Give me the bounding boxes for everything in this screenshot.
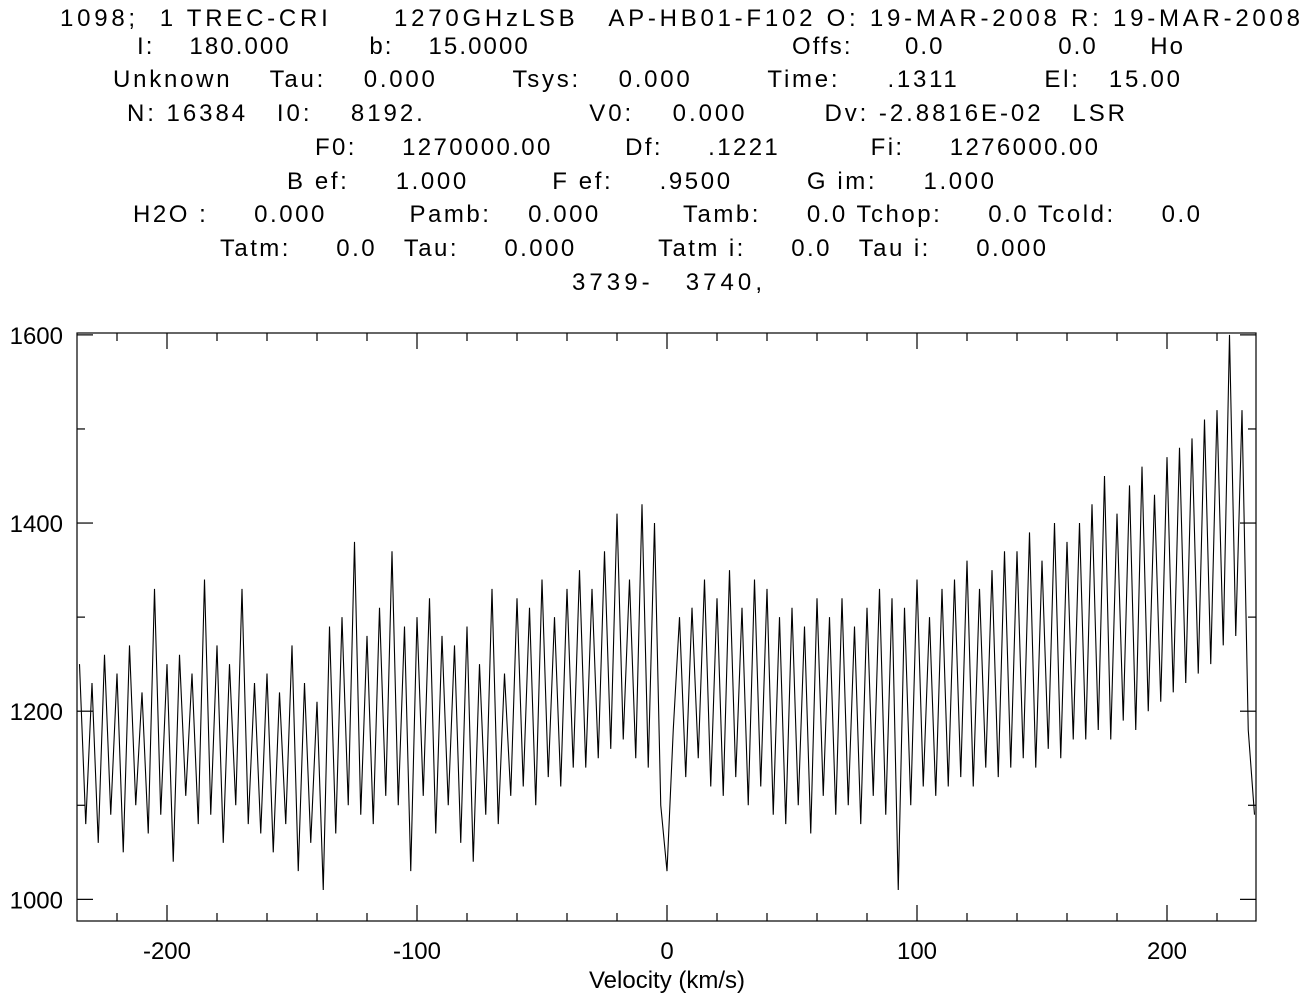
header-line: Unknown Tau: 0.000 Tsys: 0.000 Time: .13… [113,66,1180,93]
y-tick-label: 1200 [10,699,63,726]
x-tick-label: 100 [897,938,937,965]
x-tick-label: 0 [660,938,673,965]
header-line: Tatm: 0.0 Tau: 0.000 Tatm i: 0.0 Tau i: … [220,235,1046,262]
x-tick-label: 200 [1147,938,1187,965]
x-axis-label: Velocity (km/s) [589,967,745,994]
plot-frame [76,332,1257,922]
header-line: F0: 1270000.00 Df: .1221 Fi: 1276000.00 [315,134,1098,161]
y-tick-label: 1400 [10,511,63,538]
x-tick-label: -100 [393,938,441,965]
header-line: B ef: 1.000 F ef: .9500 G im: 1.000 [287,168,994,195]
header-line: 3739- 3740, [572,269,762,296]
y-tick-label: 1000 [10,887,63,914]
header-line: N: 16384 I0: 8192. V0: 0.000 Dv: -2.8816… [127,100,1125,127]
spectrum-line [78,334,1256,890]
header-line: H2O : 0.000 Pamb: 0.000 Tamb: 0.0 Tchop:… [133,201,1200,228]
x-tick-label: -200 [143,938,191,965]
y-tick-label: 1600 [10,323,63,350]
header-line: 1098; 1 TREC-CRI 1270GHzLSB AP-HB01-F102… [60,5,1300,32]
header-line: I: 180.000 b: 15.0000 Offs: 0.0 0.0 Ho [137,33,1183,60]
